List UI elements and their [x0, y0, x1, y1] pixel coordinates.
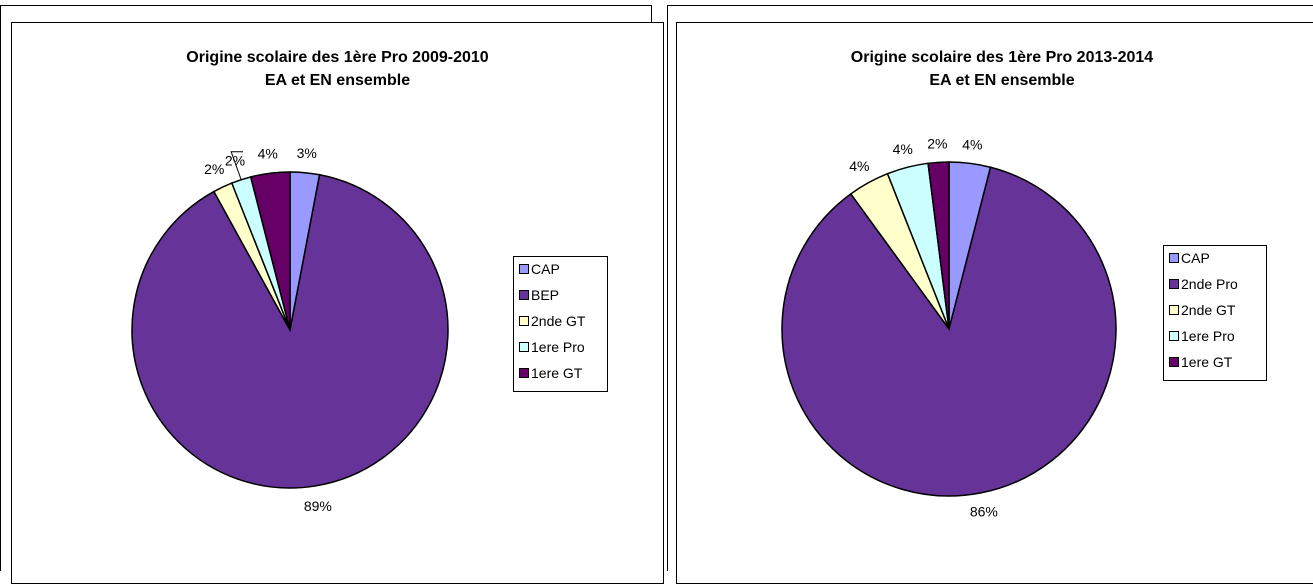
legend-label: 2nde Pro [1181, 276, 1238, 292]
data-label: 4% [258, 145, 278, 161]
pie-chart: 3% 89% 2%2% 4% [131, 145, 449, 514]
legend-swatch [1169, 305, 1179, 315]
legend-label: BEP [531, 287, 560, 303]
legend-label: 2nde GT [1181, 302, 1236, 318]
legend-label: CAP [1181, 250, 1210, 266]
data-label: 86% [970, 504, 998, 520]
legend-item-1ere-pro: 1ere Pro [519, 337, 585, 357]
pie-chart: 4% 86% 4% 4% 2% [781, 135, 1117, 520]
data-label: 2% [927, 135, 947, 151]
chart-panel-2009: Origine scolaire des 1ère Pro 2009-2010 … [11, 22, 664, 584]
legend-swatch [519, 264, 529, 274]
legend-item-1ere-pro: 1ere Pro [1169, 326, 1235, 346]
sheet-frame-mid [651, 5, 652, 22]
legend-swatch [1169, 357, 1179, 367]
chart-panel-2013: Origine scolaire des 1ère Pro 2013-2014 … [676, 22, 1313, 584]
legend-item-cap: CAP [1169, 248, 1210, 268]
sheet-frame-top-right [667, 5, 1313, 6]
data-label: 4% [849, 158, 869, 174]
chart-title-line1: Origine scolaire des 1ère Pro 2013-2014 [850, 49, 1154, 66]
legend-label: 1ere GT [1181, 354, 1233, 370]
legend-label: 1ere Pro [1181, 328, 1235, 344]
legend-item-1ere-gt: 1ere GT [519, 363, 582, 383]
data-label: 3% [297, 145, 317, 161]
chart-legend: CAP BEP 2nde GT 1ere Pro 1ere GT [513, 256, 608, 392]
legend-item-bep: BEP [519, 285, 559, 305]
data-label: 2% [225, 153, 245, 169]
sheet-frame-top-left [0, 5, 652, 6]
pie-slice-2nde-pro [781, 166, 1117, 497]
legend-swatch [519, 290, 529, 300]
sheet-frame-mid2 [667, 5, 668, 571]
chart-title-line2: EA et EN ensemble [264, 72, 411, 89]
pie-slice-bep [131, 173, 449, 489]
legend-swatch [1169, 331, 1179, 341]
legend-swatch [519, 342, 529, 352]
pie-slice-1ere-gt [927, 161, 950, 330]
legend-item-2nde-pro: 2nde Pro [1169, 274, 1238, 294]
legend-label: 1ere GT [531, 365, 583, 381]
legend-item-2nde-gt: 2nde GT [519, 311, 585, 331]
legend-swatch [519, 368, 529, 378]
chart-title-line1: Origine scolaire des 1ère Pro 2009-2010 [186, 49, 489, 66]
legend-swatch [1169, 279, 1179, 289]
legend-item-cap: CAP [519, 259, 560, 279]
data-label: 89% [304, 498, 332, 514]
data-label: 4% [962, 136, 982, 152]
chart-legend: CAP 2nde Pro 2nde GT 1ere Pro 1ere GT [1163, 245, 1267, 381]
legend-swatch [519, 316, 529, 326]
label-leader-line [230, 151, 243, 180]
chart-title-line2: EA et EN ensemble [929, 72, 1075, 89]
data-label: 4% [893, 141, 913, 157]
data-label: 2% [204, 161, 224, 177]
pie-slice-1ere-gt [249, 171, 291, 331]
legend-item-1ere-gt: 1ere GT [1169, 352, 1232, 372]
legend-label: CAP [531, 261, 560, 277]
chart-title: Origine scolaire des 1ère Pro 2013-2014 … [677, 46, 1313, 92]
legend-swatch [1169, 253, 1179, 263]
legend-label: 1ere Pro [531, 339, 585, 355]
legend-label: 2nde GT [531, 313, 586, 329]
chart-title: Origine scolaire des 1ère Pro 2009-2010 … [12, 46, 663, 92]
legend-item-2nde-gt: 2nde GT [1169, 300, 1235, 320]
sheet-frame-left [0, 5, 1, 571]
